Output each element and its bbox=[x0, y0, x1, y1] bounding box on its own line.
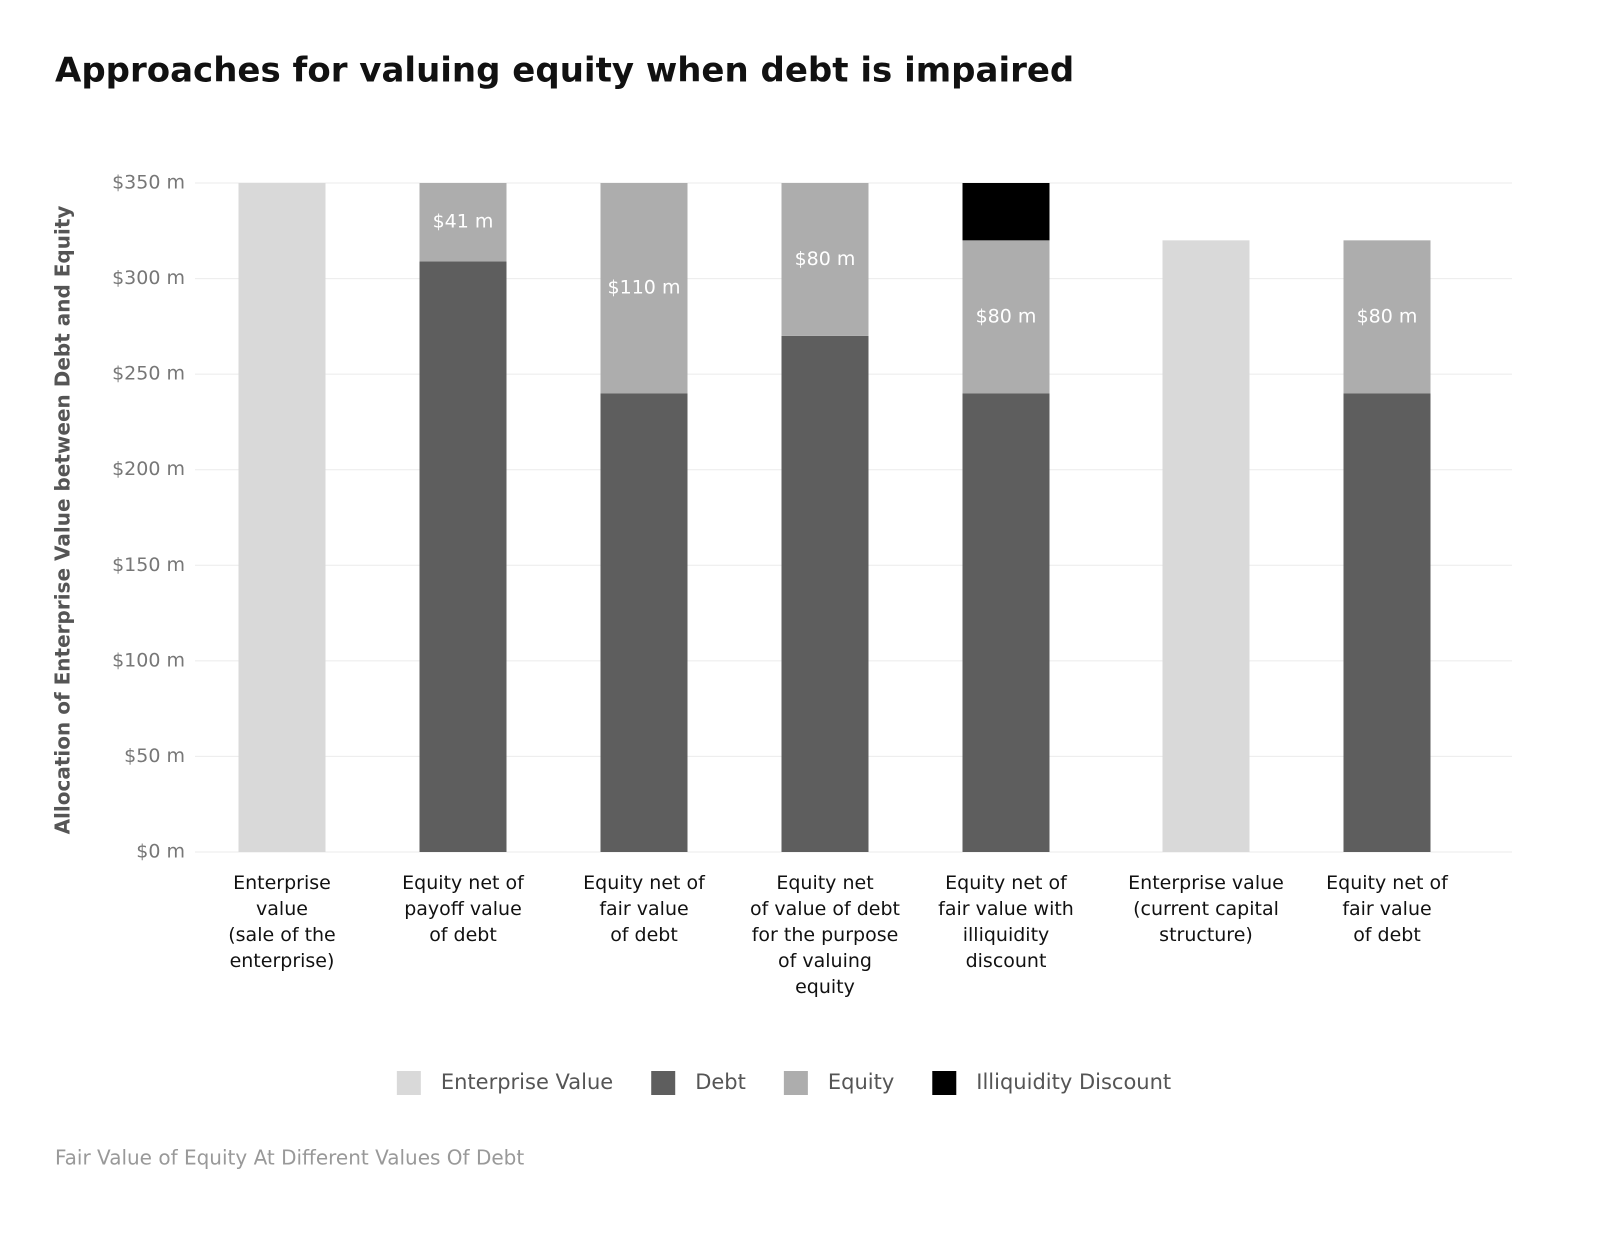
data-label: $80 m bbox=[1357, 305, 1418, 327]
bar-segment bbox=[1343, 240, 1431, 394]
bar-segment bbox=[1162, 240, 1250, 853]
x-tick-label: Equity net of value of debt for the purp… bbox=[750, 872, 900, 998]
data-label: $80 m bbox=[795, 248, 856, 270]
y-tick-label: $300 m bbox=[112, 267, 185, 289]
legend-swatch bbox=[396, 1071, 421, 1095]
x-tick-label: Equity net of fair value with illiquidit… bbox=[938, 872, 1074, 972]
legend-swatch bbox=[651, 1071, 676, 1095]
bar-segment bbox=[962, 183, 1050, 241]
footer: Fair Value of Equity At Different Values… bbox=[55, 1146, 524, 1170]
x-tick-label: Enterprise value (current capital struct… bbox=[1128, 872, 1284, 946]
y-axis-title: Allocation of Enterprise Value between D… bbox=[51, 206, 75, 835]
y-tick-label: $250 m bbox=[112, 363, 185, 385]
y-tick-label: $150 m bbox=[112, 554, 185, 576]
data-label: $41 m bbox=[433, 211, 494, 233]
legend-swatch bbox=[783, 1071, 808, 1095]
bar-segment bbox=[238, 183, 326, 852]
x-tick-label: Equity net of fair value of debt bbox=[1326, 872, 1448, 946]
bar-segment bbox=[962, 393, 1050, 852]
chart-title: Approaches for valuing equity when debt … bbox=[55, 51, 1074, 91]
x-tick-label: Equity net of payoff value of debt bbox=[402, 872, 524, 946]
bar-segment bbox=[419, 261, 507, 853]
legend-label: Debt bbox=[695, 1070, 746, 1094]
legend-label: Equity bbox=[828, 1070, 894, 1094]
x-tick-label: Enterprise value (sale of the enterprise… bbox=[228, 872, 336, 972]
data-label: $110 m bbox=[608, 277, 681, 299]
x-tick-label: Equity net of fair value of debt bbox=[583, 872, 705, 946]
legend-label: Illiquidity Discount bbox=[976, 1070, 1171, 1094]
legend-swatch bbox=[932, 1071, 957, 1095]
bar-segment bbox=[962, 240, 1050, 394]
y-tick-label: $100 m bbox=[112, 649, 185, 671]
y-tick-label: $200 m bbox=[112, 458, 185, 480]
legend-label: Enterprise Value bbox=[441, 1070, 613, 1094]
bar-segment bbox=[1343, 393, 1431, 852]
bar-segment bbox=[600, 183, 688, 394]
bar-segment bbox=[600, 393, 688, 852]
bar-segment bbox=[419, 183, 507, 262]
data-label: $80 m bbox=[976, 305, 1037, 327]
bar-segment bbox=[781, 335, 869, 852]
y-tick-label: $50 m bbox=[124, 745, 185, 767]
y-tick-label: $350 m bbox=[112, 172, 185, 194]
y-tick-label: $0 m bbox=[136, 841, 185, 863]
bar-segment bbox=[781, 183, 869, 336]
